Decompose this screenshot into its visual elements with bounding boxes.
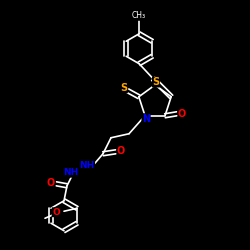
Text: S: S	[120, 83, 128, 93]
Text: N: N	[142, 114, 150, 124]
Text: CH₃: CH₃	[132, 11, 146, 20]
Text: O: O	[52, 208, 60, 217]
Text: S: S	[152, 77, 160, 87]
Text: O: O	[47, 178, 55, 188]
Text: O: O	[178, 109, 186, 119]
Text: NH: NH	[64, 168, 79, 177]
Text: O: O	[117, 146, 125, 156]
Text: NH: NH	[80, 161, 95, 170]
